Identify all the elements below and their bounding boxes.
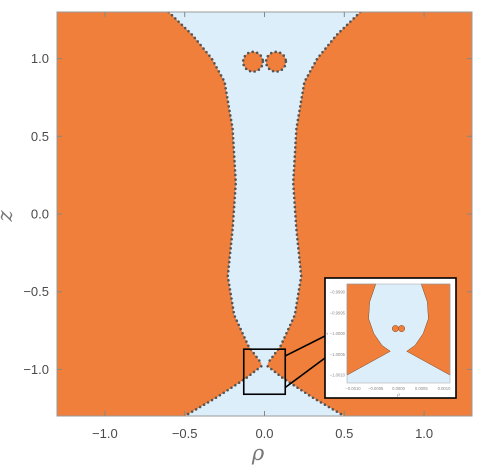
y-tick-label: −1.0 — [23, 362, 49, 377]
bottom-left-boundary — [183, 365, 263, 416]
left-boundary — [167, 12, 263, 365]
island-2-boundary — [264, 50, 288, 73]
inset-x-tick-label: 0.0000 — [392, 386, 405, 391]
bottom-right-boundary — [266, 365, 346, 416]
inset-x-tick-label: 0.0005 — [415, 386, 428, 391]
y-tick-label: 1.0 — [31, 51, 49, 66]
right-boundary — [266, 12, 362, 365]
zoom-connector-bottom — [284, 357, 326, 389]
x-tick-label: −1.0 — [92, 426, 118, 441]
inset-y-tick-label: −0.9990 — [330, 290, 346, 295]
x-axis-title: ρ — [251, 441, 265, 465]
island-1-boundary — [241, 50, 265, 73]
x-tick-label: 1.0 — [415, 426, 433, 441]
zoom-connector-top — [284, 335, 326, 357]
inset-x-tick-label: −0.0010 — [345, 386, 361, 391]
inset-right-region — [406, 283, 451, 376]
inset-y-tick-label: −1.0005 — [330, 352, 346, 357]
island-1 — [243, 51, 263, 72]
x-tick-label: 0.0 — [255, 426, 273, 441]
left-region — [57, 12, 262, 416]
inset-x-tick-label: 0.0010 — [438, 386, 451, 391]
inset-x-title: ρ — [396, 392, 400, 398]
inset-island-2 — [398, 325, 406, 332]
x-tick-label: 0.5 — [335, 426, 353, 441]
y-tick-label: −0.5 — [23, 284, 49, 299]
inset-x-tick-label: −0.0005 — [368, 386, 384, 391]
y-axis-title: z — [0, 210, 17, 223]
island-2 — [266, 51, 286, 72]
zoom-inset: −0.0010 −0.0005 0.0000 0.0005 0.0010 −0.9990 −… — [284, 277, 457, 399]
inset-frame — [346, 283, 451, 384]
y-tick-label: 0.0 — [31, 207, 49, 222]
inset-y-tick-label: −0.9995 — [330, 310, 346, 315]
y-tick-label: 0.5 — [31, 129, 49, 144]
inset-y-tick-label: −1.0000 — [330, 331, 346, 336]
inset-island-1 — [391, 325, 399, 332]
inset-y-tick-label: −1.0010 — [330, 373, 346, 378]
inset-y-title: z — [324, 332, 330, 336]
zoom-box — [242, 348, 287, 396]
inset-left-region — [346, 283, 391, 376]
x-tick-label: −0.5 — [172, 426, 198, 441]
